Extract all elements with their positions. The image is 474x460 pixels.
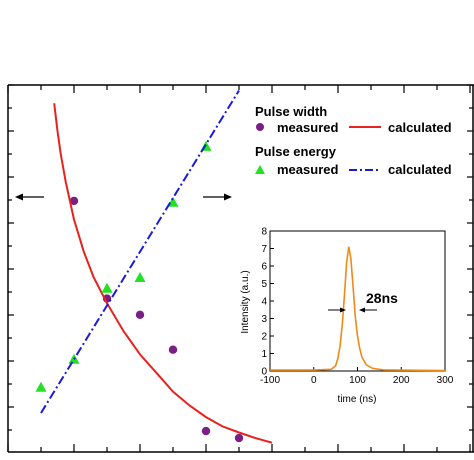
right-axis-arrow-head <box>224 193 232 201</box>
inset-frame <box>269 230 446 372</box>
main-plot-frame <box>7 84 474 453</box>
legend-label-width-calculated: calculated <box>388 120 452 135</box>
main-axis-ticks <box>7 84 473 452</box>
inset-y-tick-label: 5 <box>261 279 267 290</box>
inset-x-tick-label: 100 <box>349 375 366 386</box>
inset-y-axis-label: Intensity (a.u.) <box>240 270 251 333</box>
left-axis-arrow-head <box>15 193 23 201</box>
pulse-width-measured-point <box>168 345 178 354</box>
fwhm-arrows <box>328 307 377 313</box>
legend-label-energy-measured: measured <box>277 162 338 177</box>
pulse-energy-measured-point <box>35 381 47 392</box>
legend-marker-circle <box>256 123 264 131</box>
legend-label-width-measured: measured <box>277 120 338 135</box>
legend: Pulse width measured calculated Pulse en… <box>255 104 452 177</box>
legend-group-title-pulse-width: Pulse width <box>255 104 327 119</box>
inset-y-tick-label: 3 <box>261 314 267 325</box>
inset-x-axis-label: time (ns) <box>338 394 377 405</box>
legend-marker-triangle <box>255 165 265 174</box>
pulse-energy-measured-point <box>101 282 113 293</box>
inset-x-tick-label: 300 <box>437 375 454 386</box>
inset-y-tick-label: 1 <box>261 349 267 360</box>
main-series-layer <box>35 89 273 444</box>
inset-border <box>269 230 446 372</box>
legend-group-title-pulse-energy: Pulse energy <box>255 144 337 159</box>
pulse-energy-measured-point <box>134 272 146 283</box>
inset-y-tick-label: 6 <box>261 262 267 273</box>
inset-y-tick-label: 7 <box>261 244 267 255</box>
pulse-energy-calculated-line <box>40 89 240 414</box>
inset-y-tick-label: 2 <box>261 332 267 343</box>
inset-pulse-line <box>270 246 446 372</box>
inset-annotation-fwhm: 28ns <box>366 290 398 306</box>
pulse-width-measured-point <box>234 433 244 443</box>
inset-x-tick-label: 200 <box>393 375 410 386</box>
inset-y-tick-label: 4 <box>261 297 267 308</box>
inset-y-tick-label: 0 <box>261 367 267 378</box>
axis-direction-arrows <box>15 193 232 201</box>
pulse-width-calculated-line <box>53 103 273 444</box>
legend-label-energy-calculated: calculated <box>388 162 452 177</box>
inset-y-tick-label: 8 <box>261 227 267 238</box>
pulse-width-measured-point <box>135 310 145 320</box>
pulse-width-measured-point <box>69 196 79 206</box>
pulse-width-measured-point <box>201 426 211 436</box>
inset-x-tick-label: 0 <box>311 375 317 386</box>
inset-x-tick-label: -100 <box>260 375 280 386</box>
